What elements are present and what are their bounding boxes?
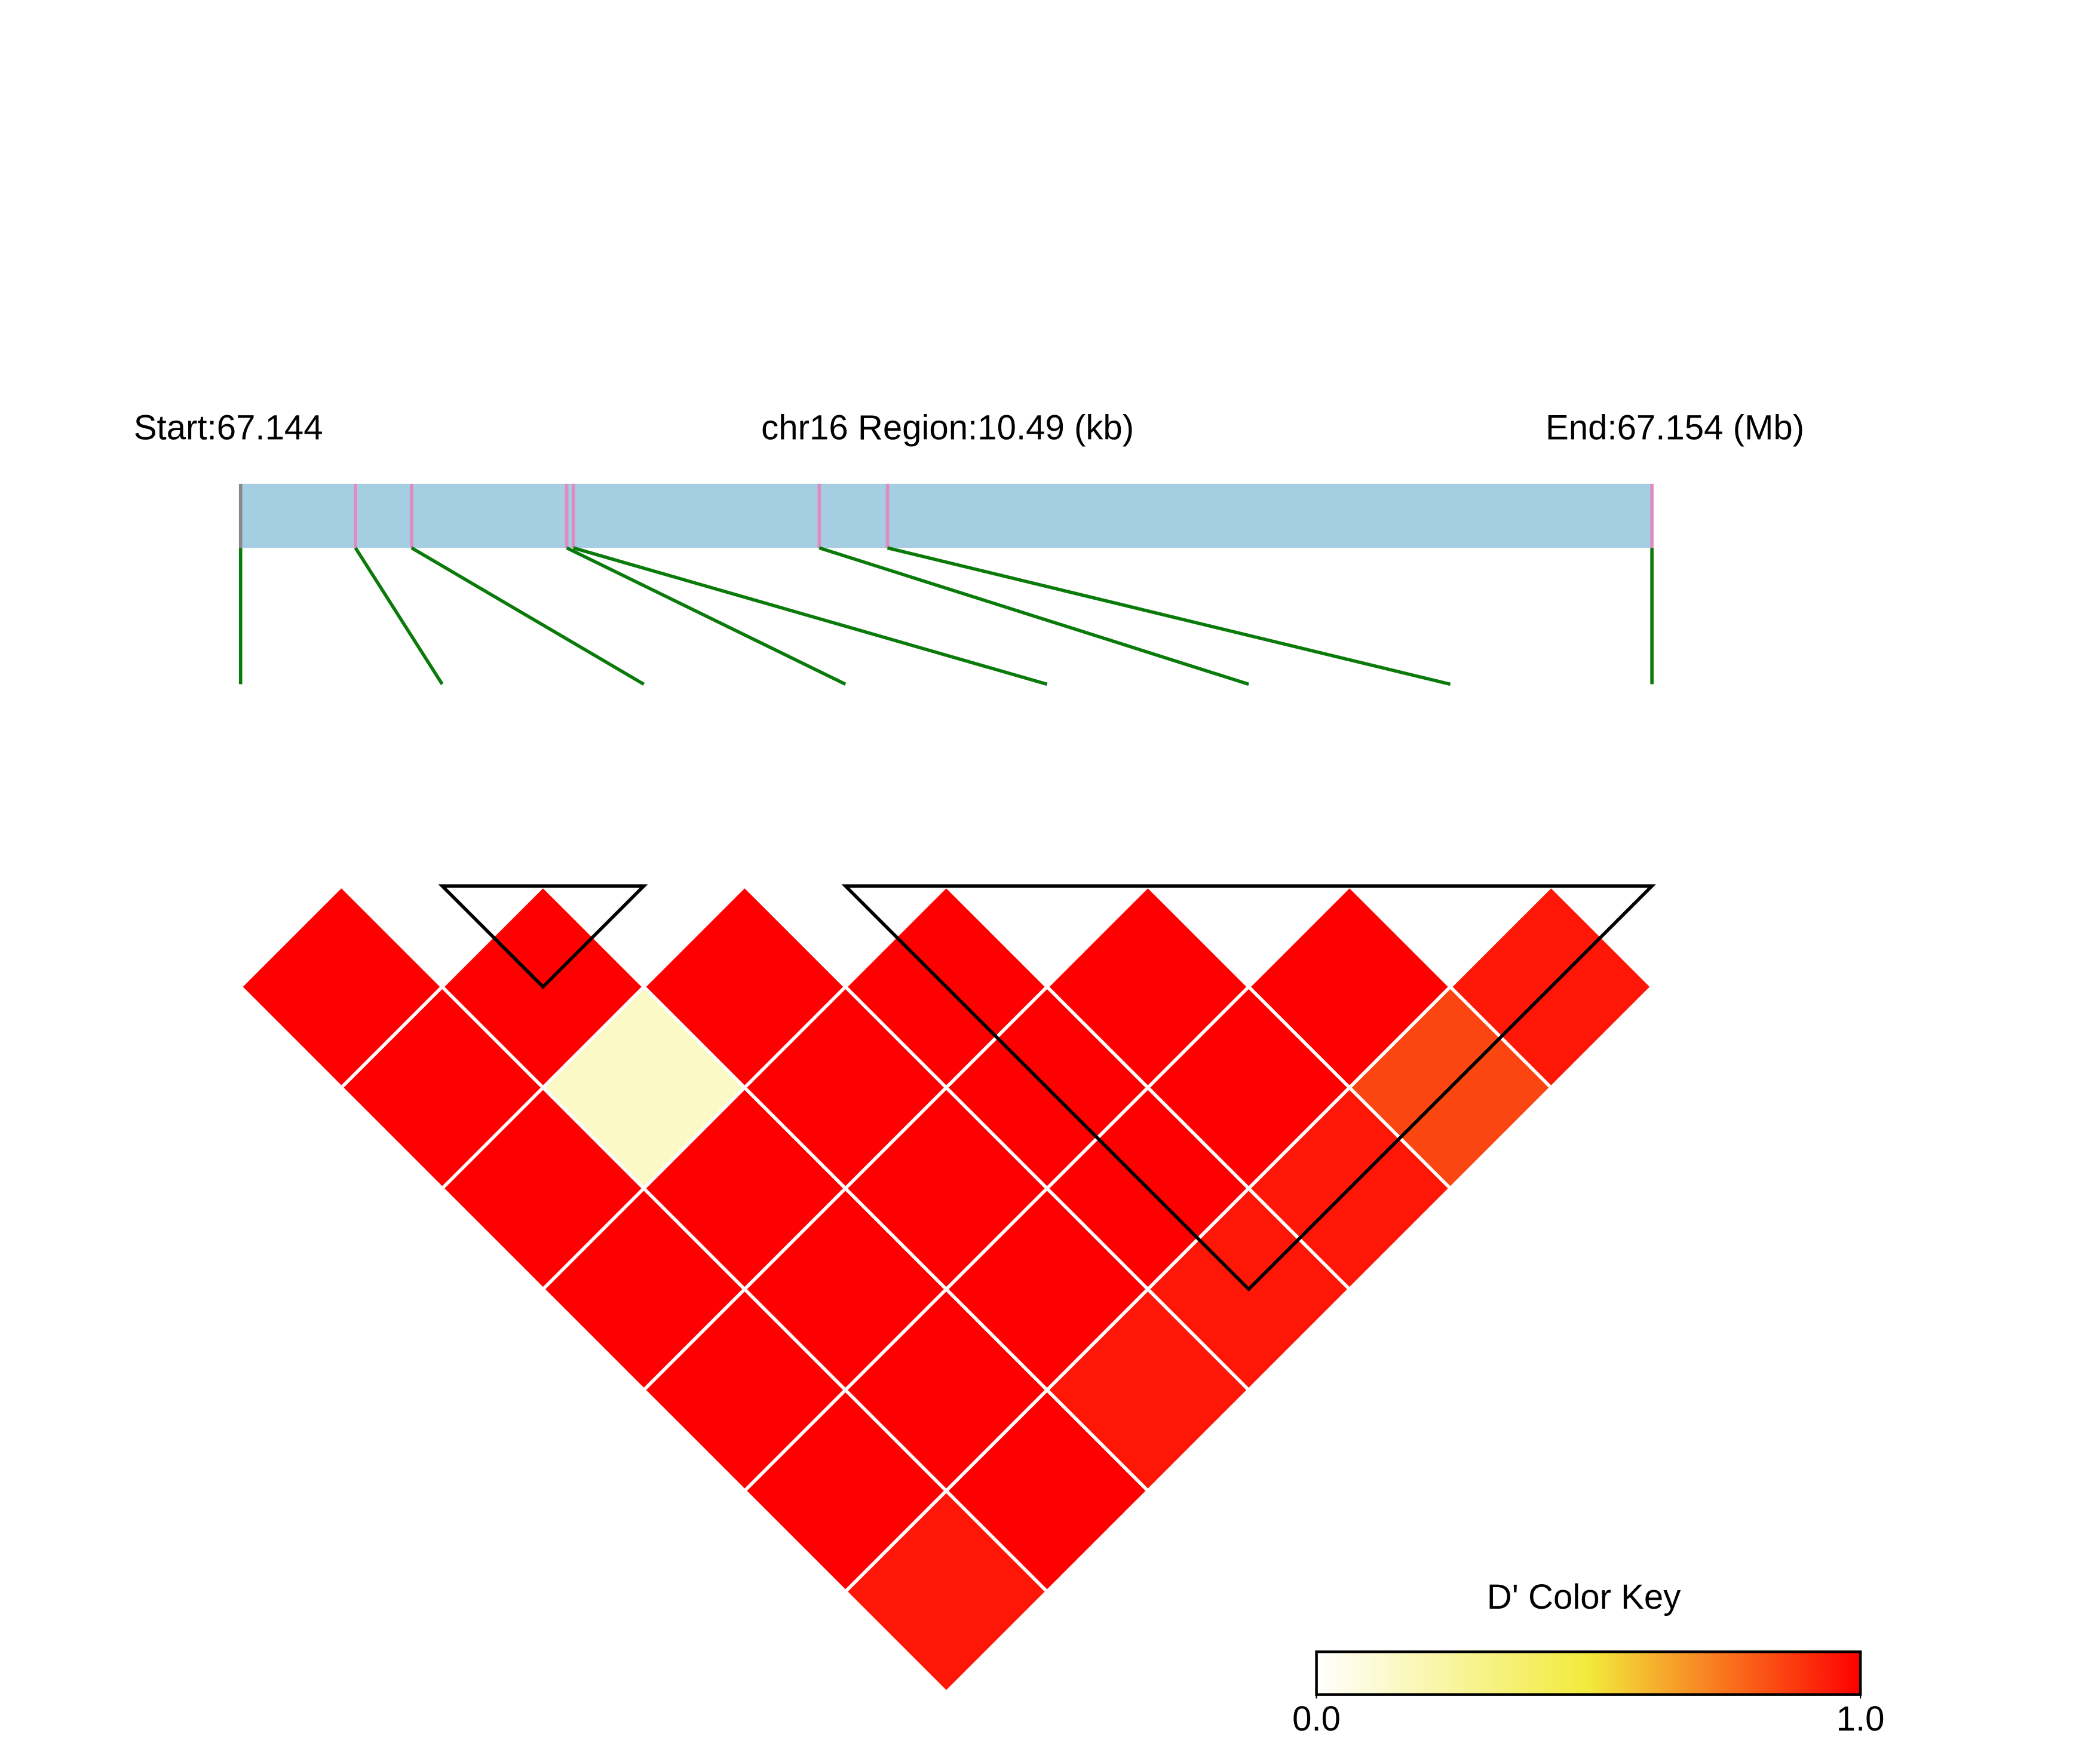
region-bar bbox=[240, 483, 1652, 548]
start-label: Start:67.144 bbox=[134, 409, 323, 447]
key-tick-label: 1.0 bbox=[1836, 1699, 1885, 1738]
snp-connector bbox=[354, 547, 444, 685]
region-label: chr16 Region:10.49 (kb) bbox=[761, 409, 1134, 447]
snp-connector bbox=[566, 546, 847, 686]
snp-connector bbox=[572, 546, 1048, 686]
end-label: End:67.154 (Mb) bbox=[1546, 409, 1804, 447]
ld-block bbox=[438, 884, 648, 989]
snp-connector bbox=[818, 546, 1250, 686]
ld-block bbox=[841, 884, 1656, 1292]
color-key-title: D' Color Key bbox=[1487, 1578, 1681, 1616]
snp-connector bbox=[410, 546, 645, 686]
key-tick-label: 0.0 bbox=[1292, 1699, 1341, 1738]
snp-connector bbox=[887, 546, 1451, 686]
color-key bbox=[1315, 1650, 1862, 1696]
